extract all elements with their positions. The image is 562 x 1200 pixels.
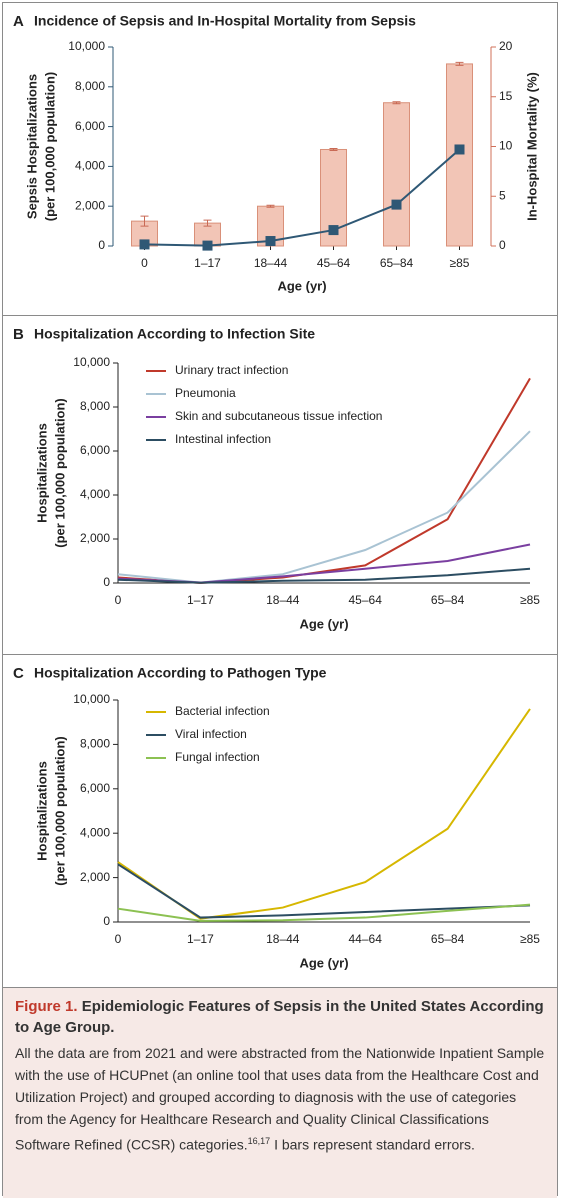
chart-title: Hospitalization According to Infection S… (34, 326, 315, 342)
error-bar (329, 147, 338, 151)
y2-tick-label: 10 (499, 139, 513, 153)
legend-label: Intestinal infection (175, 432, 271, 446)
x-tick-label: ≥85 (520, 593, 540, 607)
y-tick-label: 0 (103, 575, 110, 589)
y-axis-label: Sepsis Hospitalizations (24, 74, 39, 219)
x-tick-label: 1–17 (194, 256, 221, 270)
line (117, 430, 531, 584)
y2-tick-label: 15 (499, 89, 513, 103)
y-tick-label: 2,000 (75, 198, 105, 212)
x-tick-label: ≥85 (520, 932, 540, 946)
error-bar (455, 61, 464, 66)
chart-title: Incidence of Sepsis and In-Hospital Mort… (34, 13, 416, 29)
legend-label: Urinary tract infection (175, 363, 288, 377)
caption-ref: 16,17 (247, 1136, 271, 1146)
x-axis-label: Age (yr) (299, 616, 348, 631)
line (144, 148, 461, 247)
marker (328, 225, 339, 236)
line (117, 863, 531, 919)
line (117, 567, 531, 584)
y-tick-label: 8,000 (75, 79, 105, 93)
y-tick-label: 10,000 (68, 39, 105, 53)
x-tick-label: 65–84 (380, 256, 414, 270)
legend-label: Pneumonia (175, 386, 236, 400)
bar (383, 102, 410, 247)
y-tick-label: 4,000 (75, 159, 105, 173)
y-tick-label: 6,000 (75, 119, 105, 133)
y-axis-label: (per 100,000 population) (52, 736, 67, 886)
y2-axis-label: In-Hospital Mortality (%) (524, 72, 539, 221)
x-tick-label: 18–44 (254, 256, 288, 270)
x-tick-label: 0 (115, 932, 122, 946)
y-tick-label: 6,000 (80, 781, 110, 795)
x-tick-label: 0 (115, 593, 122, 607)
caption-title: Epidemiologic Features of Sepsis in the … (15, 998, 544, 1036)
y-axis-label: (per 100,000 population) (42, 72, 57, 222)
x-tick-label: 0 (141, 256, 148, 270)
caption-text-end: I bars represent standard errors. (270, 1136, 475, 1153)
legend-label: Bacterial infection (175, 704, 270, 718)
caption-label: Figure 1. (15, 998, 78, 1015)
panel-label: C (13, 665, 24, 682)
bar (446, 63, 473, 247)
legend-label: Viral infection (175, 727, 247, 741)
marker (202, 240, 213, 251)
y-tick-label: 2,000 (80, 870, 110, 884)
y-tick-label: 8,000 (80, 737, 110, 751)
caption-head: Figure 1. Epidemiologic Features of Seps… (15, 996, 545, 1038)
y-tick-label: 8,000 (80, 399, 110, 413)
line (117, 543, 531, 584)
error-bar (392, 101, 401, 105)
error-bar (203, 219, 212, 227)
x-tick-label: 44–64 (349, 932, 383, 946)
y-axis-label: Hospitalizations (34, 423, 49, 523)
y-tick-label: 0 (103, 914, 110, 928)
chart-title: Hospitalization According to Pathogen Ty… (34, 665, 327, 681)
y-tick-label: 10,000 (73, 692, 110, 706)
x-tick-label: 1–17 (187, 593, 214, 607)
y-axis-label: (per 100,000 population) (52, 398, 67, 548)
y-tick-label: 4,000 (80, 487, 110, 501)
panel-b: B Hospitalization According to Infection … (3, 326, 557, 655)
legend-label: Skin and subcutaneous tissue infection (175, 409, 382, 423)
x-tick-label: ≥85 (450, 256, 470, 270)
caption-body: All the data are from 2021 and were abst… (15, 1042, 545, 1156)
y-tick-label: 4,000 (80, 825, 110, 839)
marker (391, 199, 402, 210)
caption: Figure 1. Epidemiologic Features of Seps… (3, 988, 557, 1198)
marker (139, 239, 150, 250)
x-tick-label: 45–64 (317, 256, 351, 270)
panel-c: C Hospitalization According to Pathogen T… (3, 665, 557, 988)
x-tick-label: 18–44 (266, 932, 300, 946)
legend-label: Fungal infection (175, 750, 260, 764)
marker (454, 144, 465, 155)
panel-label: B (13, 326, 24, 343)
y-tick-label: 6,000 (80, 443, 110, 457)
x-axis-label: Age (yr) (277, 278, 326, 293)
error-bar (140, 215, 149, 227)
x-tick-label: 1–17 (187, 932, 214, 946)
x-tick-label: 65–84 (431, 932, 465, 946)
panel-label: A (13, 13, 24, 30)
y-tick-label: 0 (98, 238, 105, 252)
line (117, 903, 531, 922)
y-tick-label: 2,000 (80, 531, 110, 545)
caption-text: All the data are from 2021 and were abst… (15, 1045, 545, 1153)
error-bar (266, 204, 275, 208)
y2-tick-label: 0 (499, 238, 506, 252)
panel-a: A Incidence of Sepsis and In-Hospital Mor… (3, 13, 557, 316)
marker (265, 236, 276, 247)
y-axis-label: Hospitalizations (34, 761, 49, 861)
x-tick-label: 65–84 (431, 593, 465, 607)
y2-tick-label: 20 (499, 39, 513, 53)
x-tick-label: 45–64 (349, 593, 383, 607)
y-tick-label: 10,000 (73, 355, 110, 369)
y2-tick-label: 5 (499, 188, 506, 202)
x-tick-label: 18–44 (266, 593, 300, 607)
x-axis-label: Age (yr) (299, 955, 348, 970)
